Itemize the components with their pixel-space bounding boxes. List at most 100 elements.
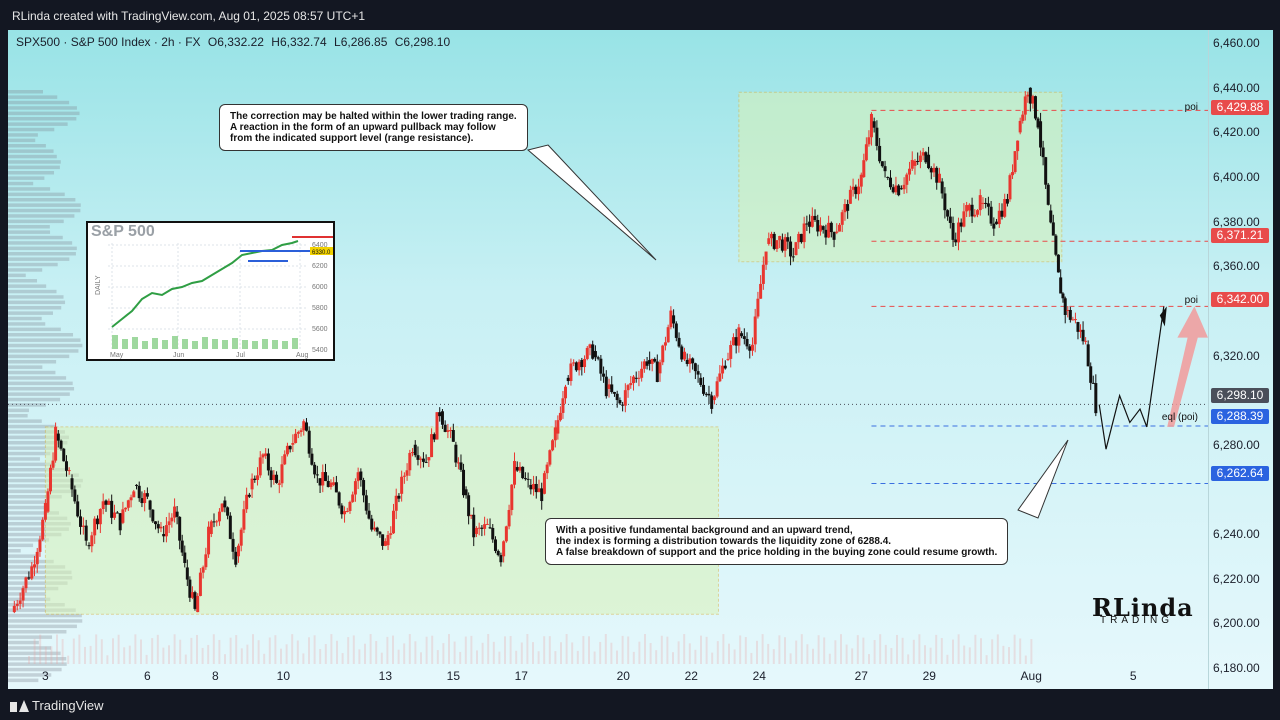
candle-body (104, 500, 108, 505)
volume-profile-bar (8, 489, 74, 494)
candle-body (180, 540, 184, 553)
volume-profile-bar (8, 354, 70, 359)
candle-body (707, 393, 711, 396)
candle-body (115, 512, 119, 514)
volume-bar (918, 634, 921, 664)
candle-body (661, 345, 665, 363)
candle-body (1086, 344, 1090, 367)
volume-profile-bar (8, 565, 66, 569)
inset-tick: 6200 (312, 263, 328, 270)
chart-panel[interactable]: 3 6 8 10 13 15 17 20 22 24 27 29 Aug 5 SPX500 · S&P 5… (8, 30, 1208, 689)
volume-bar (201, 647, 204, 664)
candle-body (840, 212, 844, 225)
volume-profile-bar (8, 435, 69, 440)
x-tick-label: Aug (1021, 669, 1042, 683)
volume-profile-bar (8, 111, 80, 116)
candle-body (626, 385, 630, 391)
candle-body (832, 232, 836, 240)
candle-body (1039, 121, 1043, 148)
volume-profile-bar (8, 554, 39, 558)
volume-profile-bar (8, 273, 26, 278)
volume-bar (666, 636, 669, 664)
volume-profile-bar (8, 484, 82, 488)
candle-body (1073, 319, 1077, 321)
candle-body (864, 144, 868, 161)
candle-body (623, 390, 627, 406)
note-top-line: The correction may be halted within the … (230, 111, 517, 122)
candle-body (976, 210, 980, 215)
volume-bar (134, 634, 137, 664)
price-axis[interactable]: 6,460.00 6,440.00 6,420.00 6,400.00 6,380.00… (1208, 30, 1273, 689)
x-tick-label: 29 (923, 669, 937, 683)
candle-body (604, 376, 608, 397)
volume-bar (616, 650, 618, 664)
candle-body (848, 189, 852, 204)
candle-body (992, 223, 996, 229)
candle-body (345, 510, 349, 512)
y-tick-label: 6,280.00 (1213, 437, 1260, 452)
candle-body (64, 461, 68, 471)
y-tick-label: 6,220.00 (1213, 571, 1260, 586)
volume-bar (492, 641, 495, 664)
candle-body (534, 483, 538, 493)
candle-body (348, 501, 352, 511)
candle-body (948, 216, 952, 223)
candle-body (802, 223, 806, 243)
candle-body (1018, 120, 1022, 133)
tradingview-brand[interactable]: TradingView (10, 698, 104, 713)
candle-body (921, 152, 925, 156)
candle-body (264, 453, 268, 456)
candle-body (726, 358, 730, 360)
candle-body (521, 466, 525, 479)
volume-profile-bar (8, 322, 46, 326)
candle-body (805, 223, 809, 225)
volume-profile-bar (8, 230, 51, 234)
volume-bar (106, 655, 109, 664)
candle-body (937, 173, 941, 183)
volume-bar (728, 643, 730, 664)
candle-body (1076, 322, 1080, 332)
candle-body (772, 233, 776, 249)
candle-body (857, 186, 861, 195)
volume-profile-bar (8, 441, 68, 445)
candle-body (81, 525, 85, 527)
candle-body (408, 452, 412, 471)
volume-bar (190, 637, 193, 664)
top-bar: RLinda created with TradingView.com, Aug… (0, 0, 1280, 30)
volume-bar (856, 635, 859, 664)
volume-bar (509, 636, 512, 664)
volume-profile-bar (8, 559, 54, 564)
volume-bar (464, 636, 467, 664)
candle-body (313, 464, 317, 475)
candle-body (610, 384, 614, 393)
volume-bar (1002, 645, 1005, 664)
candle-body (875, 127, 879, 146)
volume-profile-bar (8, 532, 62, 537)
volume-bar (319, 648, 322, 664)
note-bottom-line: A false breakdown of support and the pri… (556, 547, 998, 558)
x-tick-label: 20 (617, 669, 631, 683)
volume-bar (604, 634, 607, 664)
volume-bar (207, 644, 210, 664)
volume-profile-bar (8, 284, 47, 288)
candle-body (283, 454, 287, 465)
volume-profile-bar (8, 360, 57, 364)
candle-body (362, 480, 366, 496)
candle-body (170, 517, 174, 522)
candle-body (513, 460, 517, 485)
candle-body (981, 202, 985, 204)
candle-body (740, 333, 744, 337)
rlinda-logo: RLinda (1092, 593, 1194, 622)
candle-body (1046, 184, 1050, 205)
y-tick-label: 6,460.00 (1213, 36, 1260, 51)
candle-body (51, 460, 55, 468)
candle-body (816, 219, 820, 232)
volume-profile-bar (8, 495, 62, 499)
volume-bar (156, 634, 159, 664)
volume-bar (100, 639, 103, 664)
candle-body (143, 493, 147, 504)
candle-body (459, 462, 463, 470)
volume-bar (145, 654, 148, 664)
volume-bar (212, 634, 215, 664)
candle-body (266, 453, 270, 471)
